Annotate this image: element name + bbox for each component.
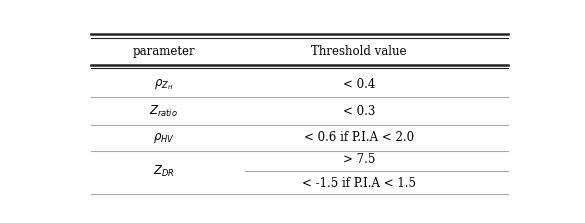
Text: parameter: parameter <box>132 45 195 58</box>
Text: $\rho_{Z_H}$: $\rho_{Z_H}$ <box>154 77 173 92</box>
Text: $Z_{DR}$: $Z_{DR}$ <box>153 164 174 180</box>
Text: $Z_{ratio}$: $Z_{ratio}$ <box>149 104 178 119</box>
Text: < 0.4: < 0.4 <box>343 78 375 91</box>
Text: Threshold value: Threshold value <box>311 45 407 58</box>
Text: < 0.6 if P.I.A < 2.0: < 0.6 if P.I.A < 2.0 <box>304 131 414 144</box>
Text: < -1.5 if P.I.A < 1.5: < -1.5 if P.I.A < 1.5 <box>302 177 416 190</box>
Text: > 7.5: > 7.5 <box>343 153 375 166</box>
Text: < 0.3: < 0.3 <box>343 105 375 118</box>
Text: $\rho_{HV}$: $\rho_{HV}$ <box>153 130 175 145</box>
